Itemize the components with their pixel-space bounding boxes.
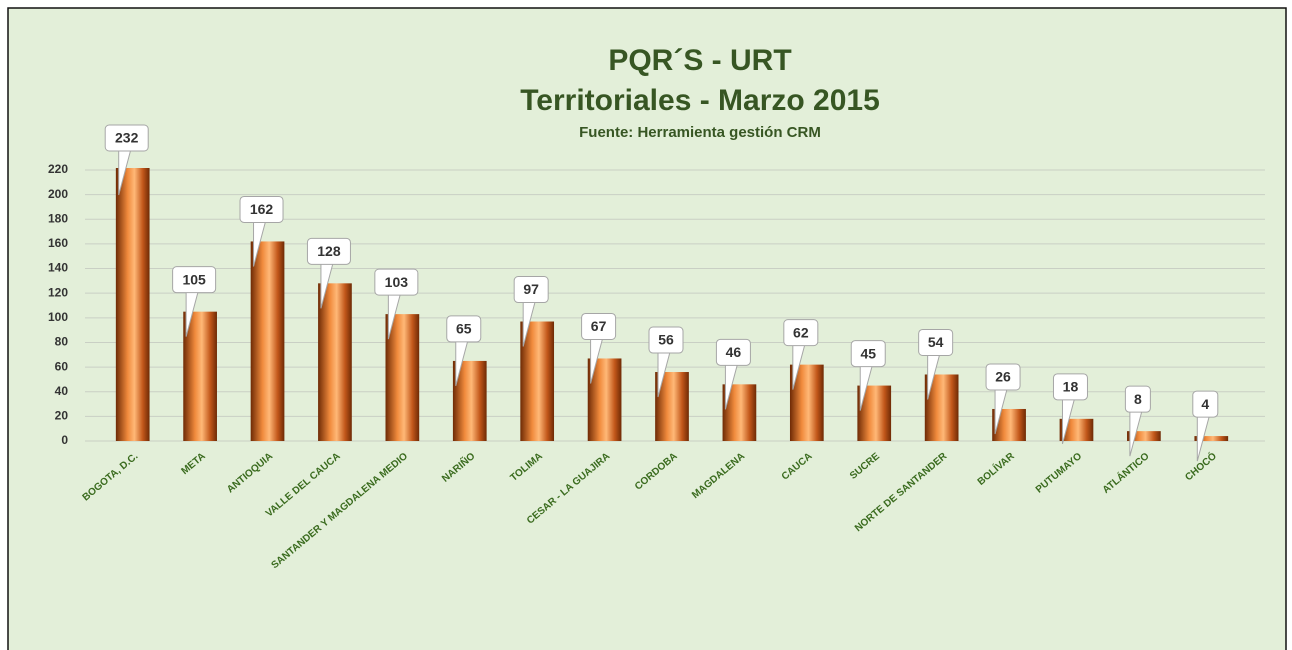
- bar: [183, 311, 217, 441]
- callout-box: [715, 338, 751, 366]
- data-label: 162: [250, 201, 274, 217]
- bar: [385, 314, 420, 441]
- y-tick-label: 60: [55, 359, 69, 373]
- y-tick-label: 120: [48, 285, 68, 299]
- bar: [250, 241, 285, 441]
- callout-box: [1124, 385, 1151, 413]
- y-tick-label: 220: [48, 162, 68, 176]
- chart-source: Fuente: Herramienta gestión CRM: [579, 124, 821, 141]
- data-label: 232: [115, 130, 139, 146]
- y-tick-label: 160: [48, 236, 68, 250]
- bars: [115, 168, 1229, 441]
- callout-box: [581, 312, 617, 340]
- chart-background: [7, 7, 1287, 650]
- callout-box: [446, 315, 482, 343]
- y-tick-label: 200: [48, 187, 68, 201]
- callout-box: [918, 328, 954, 356]
- callout-box: [1192, 390, 1219, 418]
- data-label: 62: [793, 324, 809, 340]
- data-label: 18: [1063, 379, 1079, 395]
- y-tick-label: 0: [61, 433, 68, 447]
- bar: [1194, 436, 1229, 441]
- data-label: 128: [317, 243, 341, 259]
- callout-box: [850, 340, 886, 368]
- data-label: 26: [995, 369, 1011, 385]
- data-label: 103: [385, 274, 409, 290]
- callout-box: [1052, 373, 1088, 401]
- data-label: 46: [726, 344, 742, 360]
- callout-box: [513, 276, 549, 304]
- data-label: 56: [658, 332, 674, 348]
- y-tick-label: 140: [48, 261, 68, 275]
- chart-title: PQR´S - URT: [608, 44, 791, 77]
- callout-box: [783, 319, 819, 347]
- data-label: 54: [928, 334, 944, 350]
- callout-box: [306, 237, 351, 265]
- data-label: 97: [523, 281, 539, 297]
- callout-box: [648, 326, 684, 354]
- callout-box: [172, 266, 217, 294]
- bar: [520, 321, 555, 441]
- data-label: 8: [1134, 391, 1142, 407]
- data-label: 105: [182, 271, 206, 287]
- data-label: 65: [456, 321, 472, 337]
- y-tick-label: 180: [48, 211, 68, 225]
- data-label: 45: [860, 345, 876, 361]
- callout-box: [374, 268, 419, 296]
- y-tick-label: 20: [55, 409, 69, 423]
- bar: [1127, 431, 1161, 441]
- callout-box: [985, 363, 1021, 391]
- callout-box: [239, 195, 284, 223]
- callout-box: [104, 124, 149, 152]
- y-tick-label: 100: [48, 310, 68, 324]
- bar: [115, 168, 150, 441]
- bar: [318, 283, 352, 441]
- data-label: 4: [1201, 396, 1209, 412]
- chart-subtitle: Territoriales - Marzo 2015: [520, 84, 880, 117]
- y-tick-label: 80: [55, 335, 69, 349]
- y-tick-label: 40: [55, 384, 69, 398]
- data-label: 67: [591, 318, 607, 334]
